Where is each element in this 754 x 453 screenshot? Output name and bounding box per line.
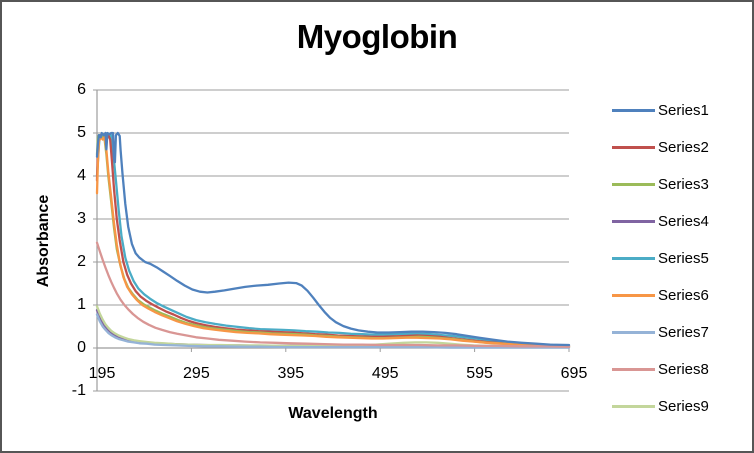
x-axis-title: Wavelength <box>288 405 378 422</box>
legend-line-swatch <box>612 145 655 149</box>
y-tick-label: 3 <box>77 210 86 227</box>
legend-item-label: Series2 <box>658 138 709 156</box>
x-tick-label: 395 <box>277 365 305 382</box>
legend-line-swatch <box>612 219 655 223</box>
legend-item-label: Series5 <box>658 249 709 267</box>
legend-item-series1: Series1 <box>612 98 709 122</box>
legend-item-label: Series8 <box>658 360 709 378</box>
y-tick-label: 6 <box>77 81 86 98</box>
chart-title: Myoglobin <box>296 18 458 55</box>
legend-item-label: Series7 <box>658 323 709 341</box>
legend-item-series6: Series6 <box>612 283 709 307</box>
legend-item-series3: Series3 <box>612 172 709 196</box>
y-tick-label: 0 <box>77 339 86 356</box>
legend-line-swatch <box>612 182 655 186</box>
series-line-Series5 <box>95 134 571 347</box>
legend-item-series8: Series8 <box>612 357 709 381</box>
legend-item-label: Series3 <box>658 175 709 193</box>
series-line-Series7 <box>95 313 571 349</box>
series-line-Series2 <box>95 134 571 348</box>
legend-line-swatch <box>612 330 655 334</box>
legend-item-series5: Series5 <box>612 246 709 270</box>
legend-item-series7: Series7 <box>612 320 709 344</box>
legend-line-swatch <box>612 108 655 112</box>
legend-line-swatch <box>612 293 655 297</box>
y-tick-label: 4 <box>77 167 86 184</box>
x-tick-label: 695 <box>560 365 588 382</box>
series-line-Series6 <box>95 136 571 348</box>
legend-item-label: Series6 <box>658 286 709 304</box>
x-tick-label: 295 <box>183 365 210 382</box>
legend-item-label: Series4 <box>658 212 709 230</box>
y-tick-label: -1 <box>71 382 86 399</box>
x-tick-label: 495 <box>371 365 399 382</box>
legend-line-swatch <box>612 367 655 371</box>
series-line-Series3 <box>95 134 571 348</box>
y-tick-label: 1 <box>77 296 86 313</box>
series-line-Series8 <box>95 241 571 348</box>
series-line-Series1 <box>95 131 571 347</box>
legend-line-swatch <box>612 404 655 408</box>
x-tick-label: 595 <box>466 365 493 382</box>
legend-item-label: Series9 <box>658 397 709 415</box>
x-tick-label: 195 <box>88 365 116 382</box>
y-tick-label: 2 <box>77 253 86 270</box>
legend-item-label: Series1 <box>658 101 709 119</box>
legend-item-series4: Series4 <box>612 209 709 233</box>
y-tick-label: 5 <box>77 124 86 141</box>
legend-item-series2: Series2 <box>612 135 709 159</box>
legend-line-swatch <box>612 256 655 260</box>
legend-item-series9: Series9 <box>612 394 709 418</box>
